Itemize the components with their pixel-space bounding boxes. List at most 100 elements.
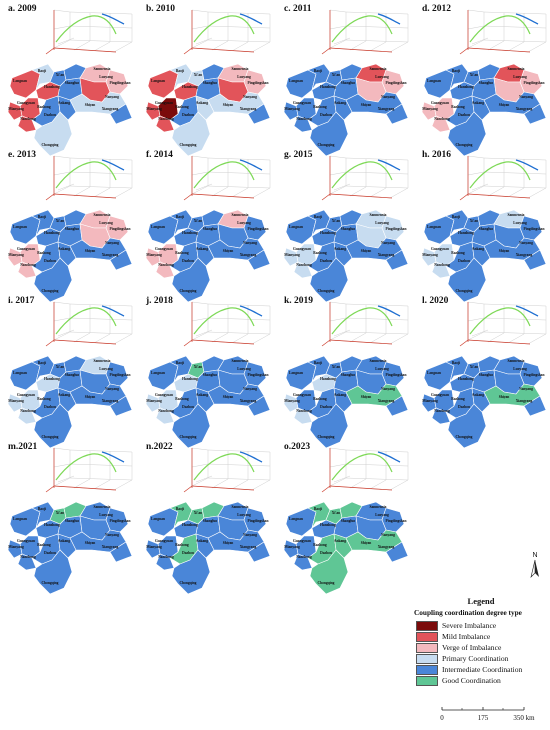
plot-grid-line <box>329 477 347 487</box>
map-region <box>385 541 409 563</box>
legend-item: Verge of Imbalance <box>416 642 548 653</box>
city-label: Shiyan <box>361 103 372 107</box>
plot-grid-line <box>69 317 133 321</box>
region-map: Longnan Baoji Xi'an Hanzhong Shangluo Sanmenx… <box>7 355 133 449</box>
city-label: Luoyang <box>513 75 527 79</box>
legend-label: Good Coordination <box>442 676 501 685</box>
plot-grid-line <box>251 333 271 345</box>
plot-grid-line <box>69 463 133 467</box>
city-label: Nanchong <box>296 117 312 121</box>
city-label: Luoyang <box>375 513 389 517</box>
plot-grid-line <box>349 478 367 489</box>
city-label: Xi'an <box>332 365 340 369</box>
city-label: Shangluo <box>203 227 218 231</box>
plot-grid-line <box>483 171 547 175</box>
city-label: Shiyan <box>499 103 510 107</box>
plot-grid-line <box>207 303 271 307</box>
plot-grid-line <box>329 171 347 176</box>
plot-grid-line <box>251 187 271 199</box>
city-label: Xiangyang <box>378 253 395 257</box>
map-region <box>109 541 133 563</box>
city-label: Shangluo <box>65 373 80 377</box>
city-label: Chongqing <box>318 289 335 293</box>
panel-title: j. 2018 <box>146 296 173 306</box>
plot-axis <box>45 47 55 55</box>
city-label: Chongqing <box>42 289 59 293</box>
city-label: Ankang <box>58 539 70 543</box>
city-label: Pingdingshan <box>248 227 269 231</box>
city-label: Luoyang <box>99 75 113 79</box>
plot-grid-line <box>207 185 271 189</box>
city-label: Longnan <box>151 225 165 229</box>
city-label: Longnan <box>289 225 303 229</box>
trend-3d-plot <box>183 301 271 347</box>
north-arrow-icon: N <box>530 552 539 578</box>
city-label: Sanmenxia <box>508 67 525 71</box>
plot-grid-line <box>487 186 505 197</box>
city-label: Guangyuan <box>17 539 35 543</box>
map-region <box>171 549 211 595</box>
green-curve <box>193 161 255 189</box>
map-region <box>445 209 469 237</box>
map-panel: e. 2013 Longnan Baoji Xi'an Hanzhong Shangluo… <box>2 146 136 318</box>
plot-grid-line <box>527 333 547 345</box>
city-label: Guangyuan <box>155 101 173 105</box>
plot-grid-line <box>467 317 485 322</box>
city-label: Baoji <box>38 361 46 365</box>
city-label: Bazhong <box>175 105 189 109</box>
blue-curve <box>101 13 125 25</box>
city-label: Nanchong <box>434 117 450 121</box>
city-label: Chongqing <box>42 143 59 147</box>
map-region <box>109 249 133 271</box>
city-label: Bazhong <box>451 397 465 401</box>
map-region <box>423 361 455 391</box>
map-region <box>447 111 487 157</box>
city-label: Nanchong <box>158 555 174 559</box>
city-label: Bazhong <box>175 397 189 401</box>
city-label: Luoyang <box>99 513 113 517</box>
map-region <box>283 393 299 413</box>
panel-title: n.2022 <box>146 442 173 452</box>
plot-grid-line <box>191 463 209 468</box>
plot-grid-line <box>69 39 133 43</box>
plot-grid-line <box>507 333 525 344</box>
city-label: Dazhou <box>44 405 56 409</box>
plot-axis <box>191 485 255 491</box>
plot-grid-line <box>113 187 133 199</box>
city-label: Bazhong <box>37 251 51 255</box>
city-label: Guangyuan <box>431 101 449 105</box>
trend-3d-plot <box>321 301 409 347</box>
city-label: Xi'an <box>56 511 64 515</box>
city-label: Bazhong <box>313 397 327 401</box>
plot-grid-line <box>483 11 547 15</box>
city-label: Shiyan <box>223 395 234 399</box>
plot-axis <box>467 47 531 53</box>
legend-label: Verge of Imbalance <box>442 643 502 652</box>
city-label: Sanmenxia <box>508 213 525 217</box>
blue-curve <box>377 159 401 171</box>
city-label: Longnan <box>289 79 303 83</box>
blue-curve <box>377 13 401 25</box>
panel-title: k. 2019 <box>284 296 314 306</box>
city-label: Nanyang <box>243 533 257 537</box>
plot-grid-line <box>231 187 249 198</box>
blue-curve <box>239 159 263 171</box>
city-label: Sanmenxia <box>232 67 249 71</box>
city-label: Ankang <box>334 539 346 543</box>
plot-grid-line <box>345 463 409 467</box>
plot-grid-line <box>207 463 271 467</box>
plot-grid-line <box>207 25 271 29</box>
map-region <box>285 361 317 391</box>
city-label: Chongqing <box>318 143 335 147</box>
city-label: Shiyan <box>85 103 96 107</box>
plot-grid-line <box>345 39 409 43</box>
map-region <box>307 63 331 91</box>
region-map: Longnan Baoji Xi'an Hanzhong Shangluo Sanmenx… <box>421 63 547 157</box>
plot-axis <box>53 47 117 53</box>
scale-tick-0: 0 <box>440 714 444 722</box>
city-label: Shangluo <box>341 227 356 231</box>
panel-title: b. 2010 <box>146 4 176 14</box>
plot-grid-line <box>69 171 133 175</box>
city-label: Xiangyang <box>102 107 119 111</box>
blue-curve <box>239 305 263 317</box>
